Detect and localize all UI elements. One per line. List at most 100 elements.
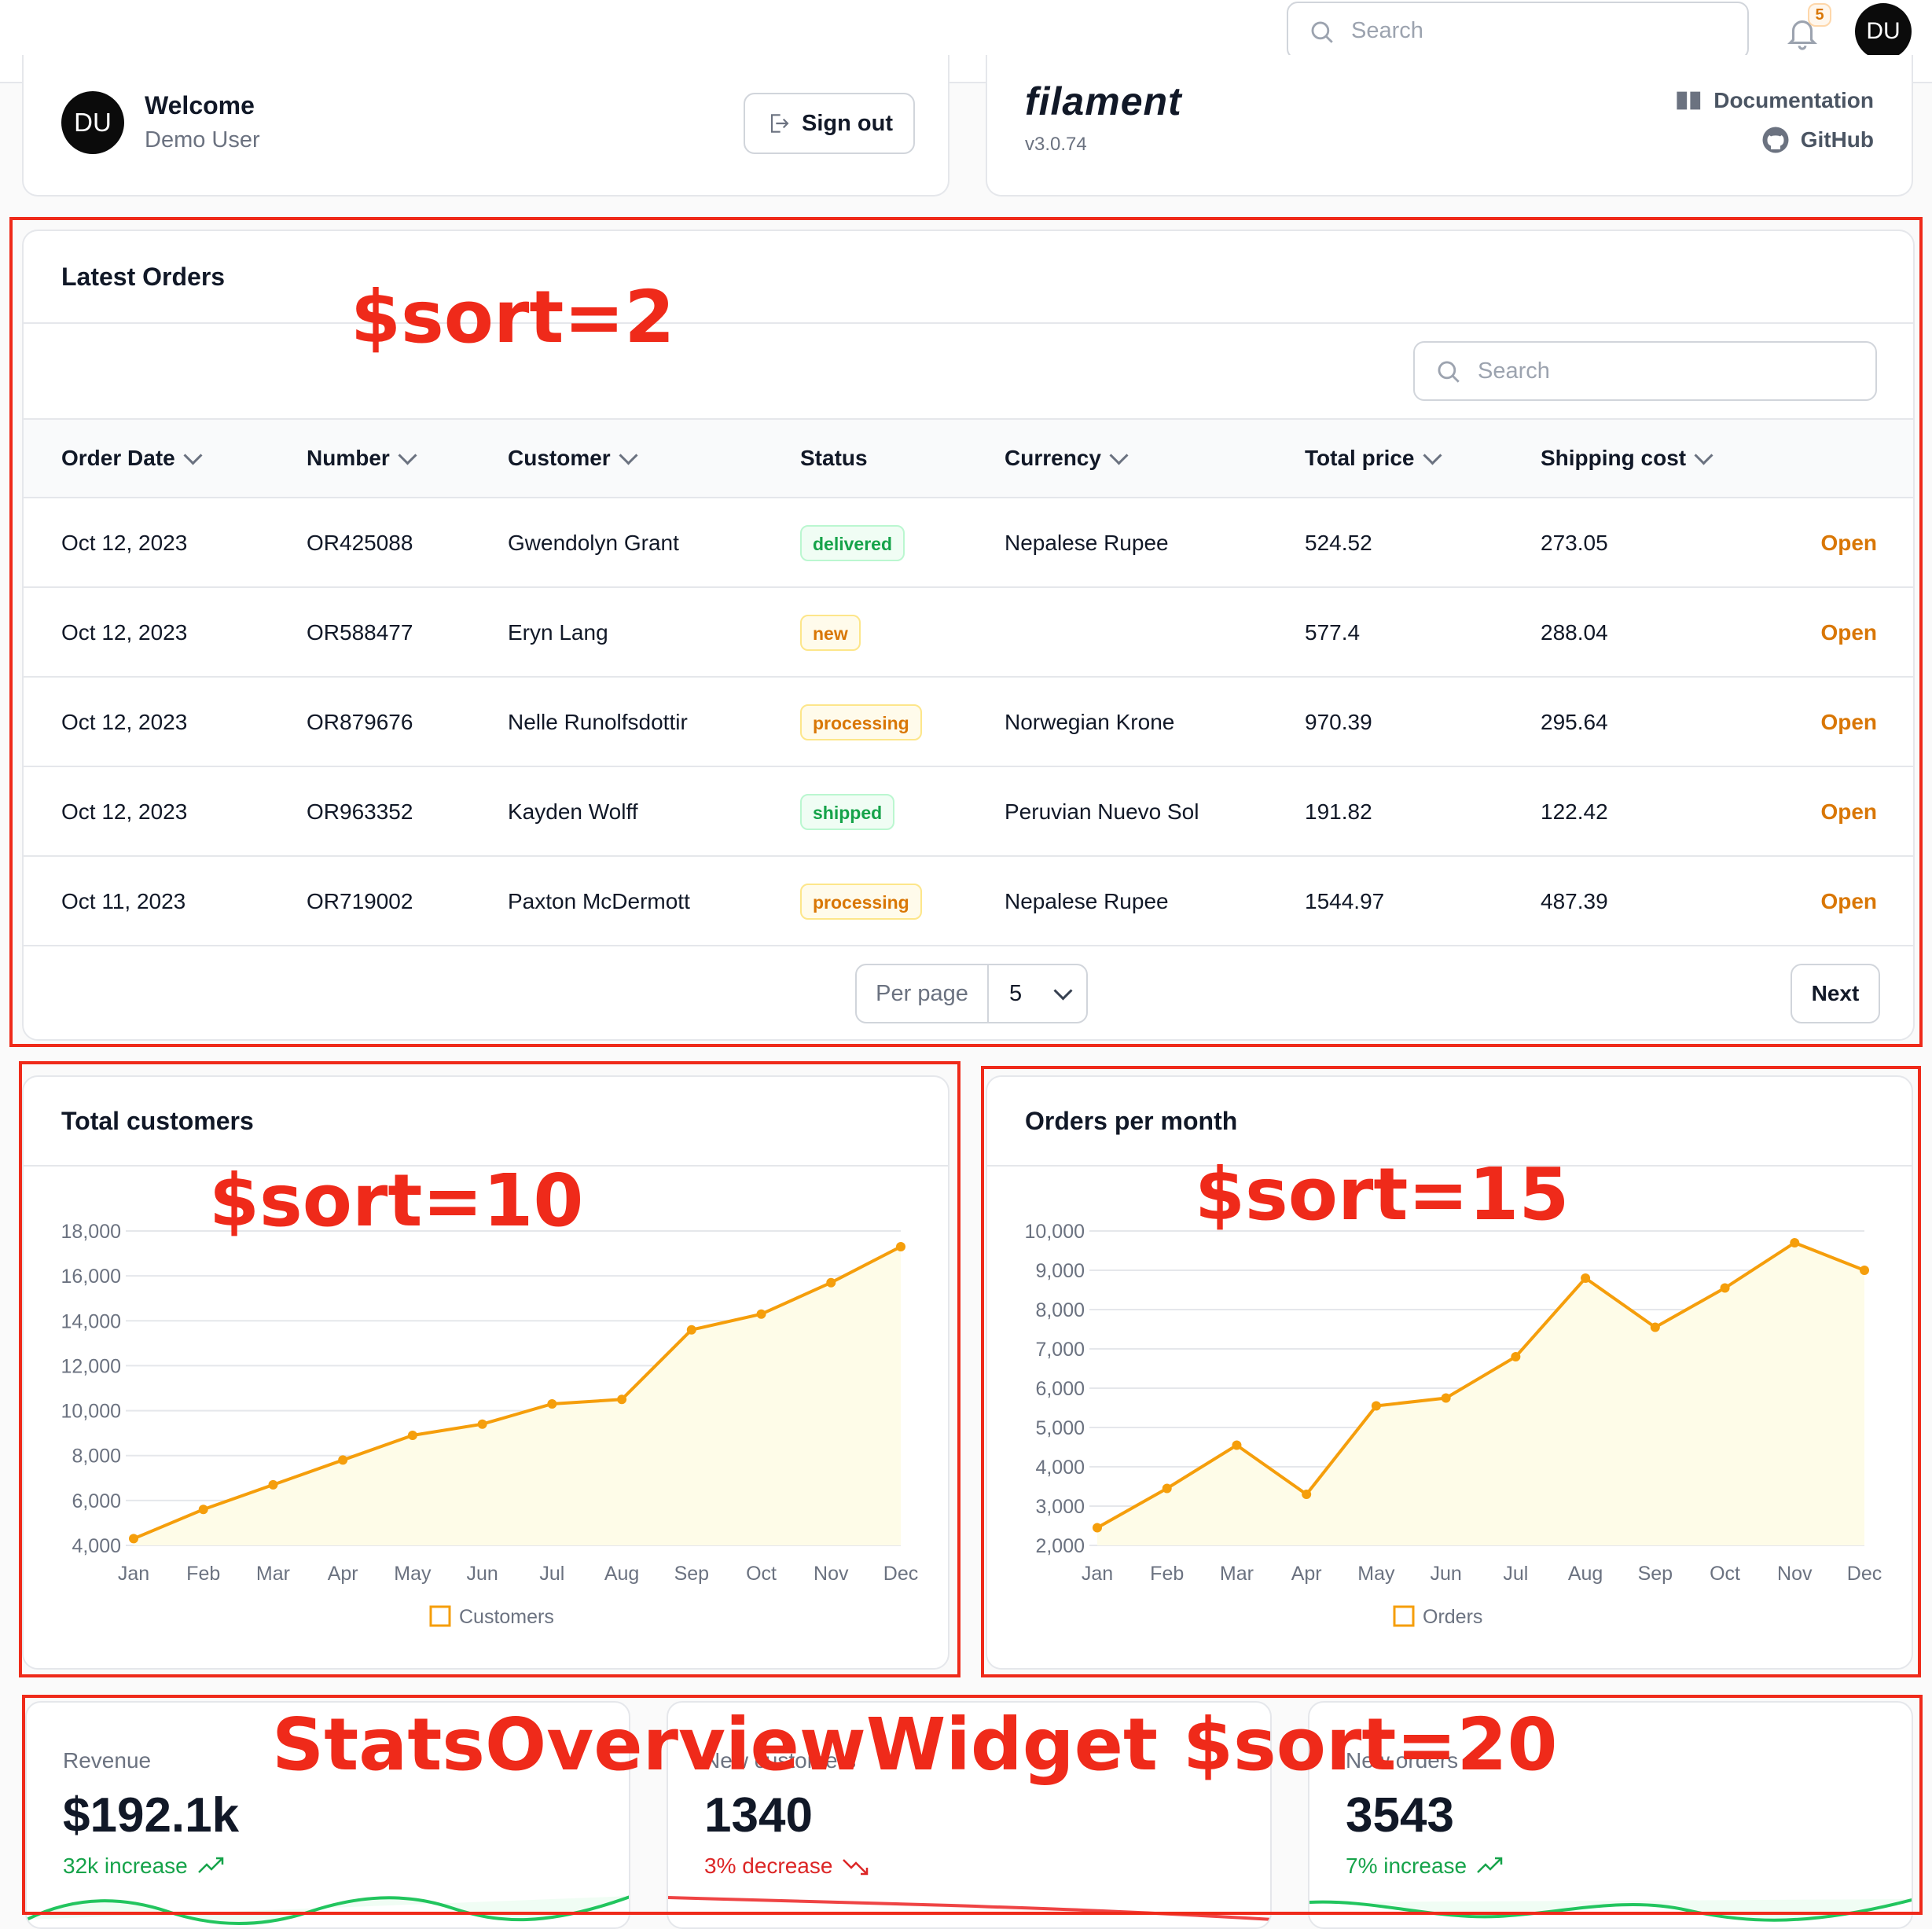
order-number: OR719002 — [307, 889, 413, 913]
y-tick-label: 18,000 — [61, 1221, 121, 1243]
stat-change-label: 7% increase — [1346, 1854, 1467, 1878]
y-tick-label: 8,000 — [72, 1446, 121, 1468]
column-shipping-cost[interactable]: Shipping cost — [1541, 420, 1713, 497]
table-search-placeholder: Search — [1478, 358, 1550, 384]
column-number[interactable]: Number — [307, 420, 417, 497]
open-order-link[interactable]: Open — [1820, 710, 1877, 734]
data-point — [686, 1325, 696, 1335]
order-shipping: 288.04 — [1541, 620, 1608, 645]
y-tick-label: 4,000 — [72, 1535, 121, 1557]
open-order-link[interactable]: Open — [1820, 889, 1877, 913]
data-point — [1650, 1322, 1660, 1332]
data-point — [407, 1431, 417, 1440]
notifications-button[interactable]: 5 — [1783, 3, 1831, 55]
order-number: OR879676 — [307, 710, 413, 734]
stat-sparkline — [1309, 1898, 1912, 1922]
y-tick-label: 16,000 — [61, 1266, 121, 1288]
x-tick-label: Jan — [1082, 1563, 1113, 1585]
column-customer[interactable]: Customer — [508, 420, 638, 497]
order-currency: Nepalese Rupee — [1005, 531, 1169, 555]
account-widget: DU Welcome Demo User Sign out — [22, 55, 949, 197]
sign-out-label: Sign out — [802, 110, 893, 136]
order-customer: Paxton McDermott — [508, 889, 690, 913]
github-link[interactable]: GitHub — [1761, 126, 1874, 154]
search-icon — [1438, 361, 1460, 383]
data-point — [1162, 1483, 1172, 1494]
total-customers-title: Total customers — [61, 1107, 254, 1135]
y-tick-label: 10,000 — [1025, 1221, 1085, 1243]
data-point — [338, 1455, 348, 1465]
y-tick-label: 4,000 — [1035, 1457, 1085, 1479]
table-row: Oct 12, 2023 OR879676 Nelle Runolfsdotti… — [24, 676, 1913, 767]
data-point — [1371, 1401, 1381, 1411]
legend-swatch — [1393, 1605, 1415, 1627]
notifications-count-badge: 5 — [1808, 3, 1831, 27]
legend-label: Customers — [459, 1606, 554, 1628]
stat-label: New orders — [1346, 1748, 1459, 1773]
order-total: 191.82 — [1305, 799, 1372, 824]
welcome-heading: Welcome — [145, 91, 255, 119]
series-line — [1096, 1240, 1865, 1530]
data-point — [1860, 1266, 1869, 1275]
per-page-select[interactable]: Per page 5 — [855, 964, 1088, 1023]
trending-up-icon — [1477, 1857, 1503, 1873]
pagination-bar: Per page 5 Next — [24, 945, 1913, 1039]
data-point — [826, 1277, 836, 1288]
status-badge: shipped — [800, 794, 895, 830]
filament-info-widget: filament v3.0.74 Documentation GitHub — [986, 55, 1913, 197]
open-order-link[interactable]: Open — [1820, 531, 1877, 555]
column-total-price-label: Total price — [1305, 446, 1415, 470]
order-currency: Peruvian Nuevo Sol — [1005, 799, 1199, 824]
annotation-label-orders: $sort=2 — [351, 275, 675, 359]
y-tick-label: 7,000 — [1035, 1339, 1085, 1361]
column-order-date[interactable]: Order Date — [61, 420, 203, 497]
open-order-link[interactable]: Open — [1820, 620, 1877, 645]
order-customer: Eryn Lang — [508, 620, 608, 645]
stat-change-label: 32k increase — [63, 1854, 188, 1878]
order-date: Oct 12, 2023 — [61, 531, 188, 555]
data-point — [617, 1394, 627, 1405]
order-customer: Nelle Runolfsdottir — [508, 710, 688, 734]
order-shipping: 273.05 — [1541, 531, 1608, 555]
orders-per-month-chart: 2,000 3,000 4,000 5,000 6,000 7,000 8,000 9,000… — [1025, 1221, 1882, 1628]
data-point — [896, 1242, 905, 1251]
order-number: OR425088 — [307, 531, 413, 555]
global-search-input[interactable]: Search — [1287, 2, 1749, 60]
chevron-down-icon — [619, 445, 638, 465]
stat-card-new-orders: New orders 3543 7% increase — [1308, 1701, 1913, 1929]
chevron-down-icon — [1053, 980, 1073, 1001]
x-tick-label: Apr — [1291, 1563, 1322, 1585]
table-search-input[interactable]: Search — [1413, 341, 1877, 401]
annotation-label-orders-chart: $sort=15 — [1195, 1152, 1570, 1236]
x-tick-label: Aug — [604, 1563, 639, 1585]
order-total: 577.4 — [1305, 620, 1361, 645]
order-customer: Kayden Wolff — [508, 799, 638, 824]
x-tick-label: Feb — [186, 1563, 220, 1585]
user-avatar-menu[interactable]: DU — [1855, 3, 1912, 60]
next-page-label: Next — [1811, 981, 1860, 1005]
status-badge: new — [800, 615, 861, 651]
x-tick-label: May — [1357, 1563, 1395, 1585]
x-tick-label: Aug — [1568, 1563, 1603, 1585]
column-status: Status — [800, 420, 868, 497]
open-order-link[interactable]: Open — [1820, 799, 1877, 824]
legend-swatch — [429, 1605, 451, 1627]
order-date: Oct 12, 2023 — [61, 620, 188, 645]
column-customer-label: Customer — [508, 446, 611, 470]
series-line — [133, 1245, 902, 1541]
documentation-link[interactable]: Documentation — [1676, 88, 1874, 113]
sign-out-button[interactable]: Sign out — [744, 93, 915, 154]
order-currency: Norwegian Krone — [1005, 710, 1175, 734]
next-page-button[interactable]: Next — [1791, 964, 1880, 1023]
chevron-down-icon — [183, 445, 203, 465]
stat-change: 32k increase — [63, 1854, 226, 1879]
order-customer: Gwendolyn Grant — [508, 531, 679, 555]
status-badge: delivered — [800, 525, 905, 561]
order-total: 524.52 — [1305, 531, 1372, 555]
column-total-price[interactable]: Total price — [1305, 420, 1442, 497]
column-currency[interactable]: Currency — [1005, 420, 1129, 497]
table-row: Oct 12, 2023 OR963352 Kayden Wolff shipp… — [24, 766, 1913, 857]
stat-change: 3% decrease — [704, 1854, 870, 1879]
chevron-down-icon — [1422, 445, 1442, 465]
chevron-down-icon — [1109, 445, 1129, 465]
